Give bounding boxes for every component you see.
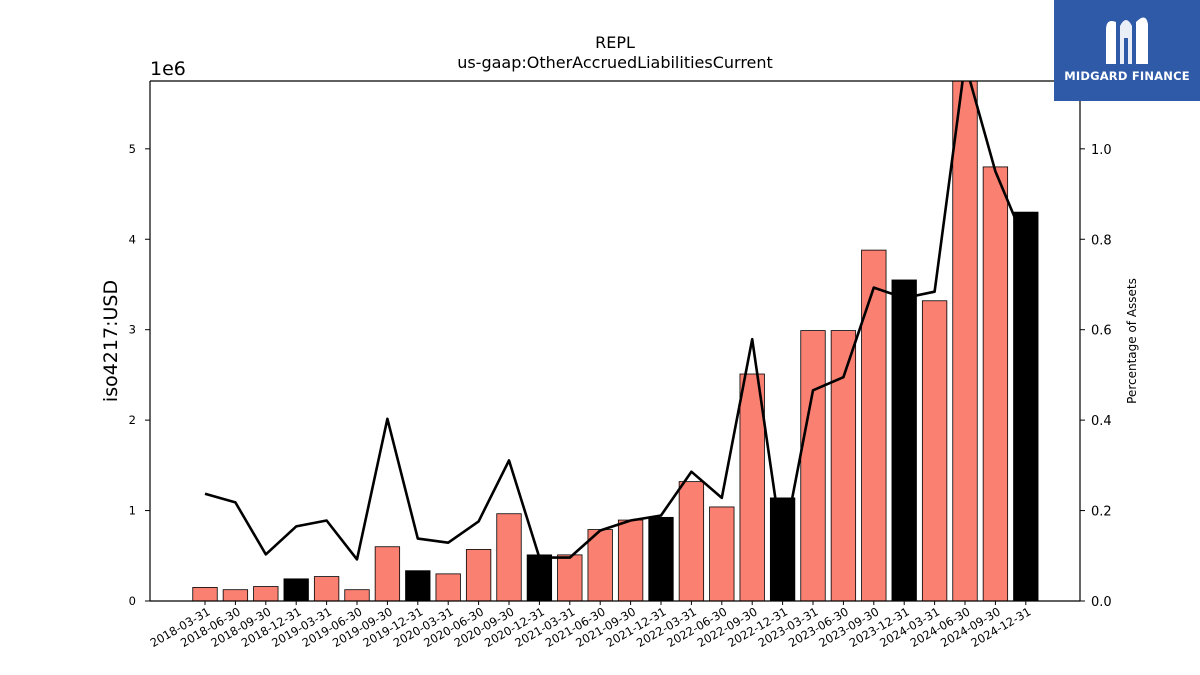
y-tick-label: 4 (129, 232, 136, 246)
x-ticks: 2018-03-312018-06-302018-09-302018-12-31… (148, 601, 1033, 650)
bar (800, 330, 826, 602)
y-ticks: 0 1 2 3 4 5 (129, 142, 150, 608)
y-axis-label: iso4217:USD (100, 280, 122, 402)
y-tick-label: 5 (129, 142, 136, 156)
y2-tick-label: 1.0 (1091, 143, 1112, 158)
bar (648, 516, 674, 602)
y-tick-label: 2 (129, 413, 136, 427)
y2-tick-label: 0.6 (1091, 324, 1112, 339)
chart-title: REPL (595, 33, 635, 52)
bar (253, 586, 279, 602)
bar (465, 549, 492, 602)
bar (526, 554, 553, 602)
bar (222, 589, 249, 602)
y2-axis-label: Percentage of Assets (1125, 278, 1139, 404)
y-tick-label: 0 (129, 594, 136, 608)
bar (830, 330, 857, 602)
bar (283, 578, 309, 602)
bar (405, 570, 431, 602)
y2-tick-label: 0.4 (1091, 414, 1112, 429)
bars-group (192, 80, 1039, 602)
axes (149, 80, 1081, 602)
bar (344, 589, 370, 602)
bar (891, 279, 917, 602)
bar (921, 300, 948, 602)
bar (1013, 211, 1039, 602)
y-offset-label: 1e6 (150, 58, 186, 80)
bar (587, 529, 613, 602)
line-layer (204, 81, 1027, 561)
y2-tick-label: 0.8 (1091, 233, 1112, 248)
bar (313, 576, 340, 602)
y2-tick-label: 0.2 (1091, 505, 1112, 520)
bar (496, 513, 522, 602)
bar (709, 506, 735, 602)
bar (192, 587, 218, 602)
y2-ticks: 0.0 0.2 0.4 0.6 0.8 1.0 (1080, 143, 1112, 610)
y-tick-label: 1 (129, 504, 136, 518)
bar (739, 373, 765, 602)
chart-subtitle: us-gaap:OtherAccruedLiabilitiesCurrent (457, 53, 773, 72)
bar (952, 80, 978, 602)
y-tick-label: 3 (129, 323, 136, 337)
y2-tick-label: 0.0 (1091, 595, 1112, 610)
brand-name: MIDGARD FINANCE (1064, 69, 1190, 83)
bar (678, 481, 705, 602)
bar (617, 519, 644, 602)
bar (435, 573, 461, 602)
bar (982, 166, 1009, 602)
pct-assets-line (204, 81, 1027, 561)
bar (557, 554, 583, 602)
brand-logo: MIDGARD FINANCE (1054, 0, 1200, 101)
bar (861, 249, 887, 602)
bar (769, 497, 796, 602)
midgard-m-logo-icon (1106, 17, 1148, 65)
bar (374, 546, 401, 602)
